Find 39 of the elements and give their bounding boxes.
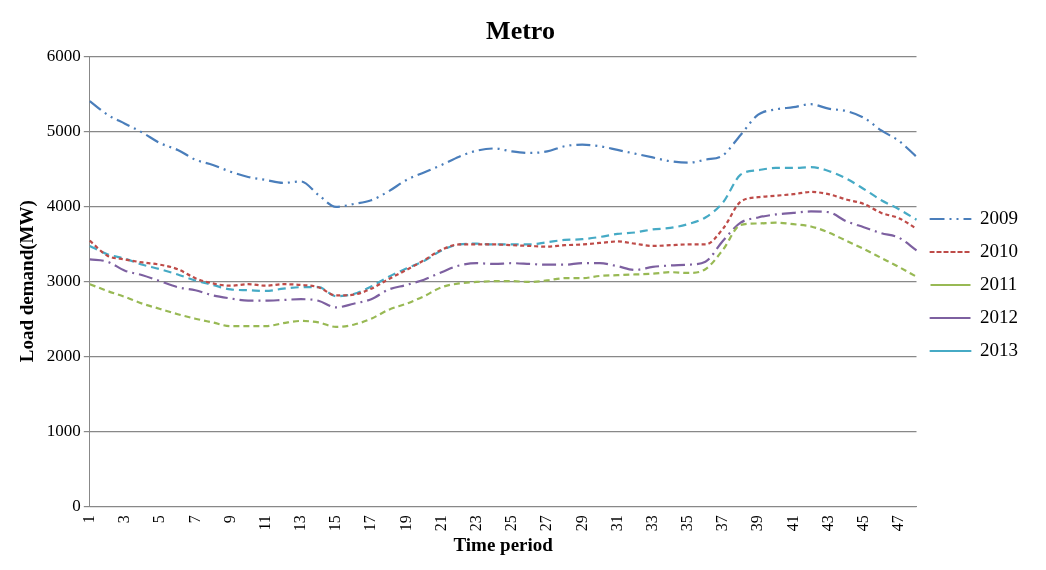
x-tick-label: 47 xyxy=(889,515,907,532)
x-tick-label: 13 xyxy=(291,515,309,532)
x-tick-label: 3 xyxy=(115,515,133,524)
x-tick-label: 39 xyxy=(748,515,766,532)
chart-title: Metro xyxy=(486,16,555,46)
legend-label: 2009 xyxy=(980,206,1018,228)
legend-label: 2010 xyxy=(980,239,1018,261)
legend-label: 2012 xyxy=(980,305,1018,327)
x-tick-label: 45 xyxy=(853,515,871,532)
x-tick-label: 31 xyxy=(607,515,625,532)
legend-label: 2011 xyxy=(980,272,1018,294)
x-tick-label: 35 xyxy=(678,515,696,532)
x-tick-label: 25 xyxy=(502,515,520,532)
y-axis-title: Load demand(MW) xyxy=(16,200,39,363)
y-tick-label: 1000 xyxy=(46,420,81,440)
x-tick-label: 23 xyxy=(466,515,484,532)
x-tick-label: 15 xyxy=(326,515,344,532)
y-tick-label: 0 xyxy=(72,495,81,515)
x-tick-label: 43 xyxy=(818,515,836,532)
x-tick-label: 37 xyxy=(713,515,731,532)
y-tick-label: 6000 xyxy=(46,45,81,65)
y-tick-label: 4000 xyxy=(46,195,81,215)
x-tick-label: 27 xyxy=(537,515,555,532)
x-tick-label: 19 xyxy=(396,515,414,532)
x-tick-label: 33 xyxy=(642,515,660,532)
y-tick-label: 2000 xyxy=(46,345,81,365)
x-axis-title: Time period xyxy=(453,533,554,555)
x-tick-label: 7 xyxy=(185,515,203,524)
x-tick-label: 1 xyxy=(80,515,97,524)
legend-label: 2013 xyxy=(980,338,1018,360)
y-tick-label: 3000 xyxy=(46,270,81,290)
y-tick-label: 5000 xyxy=(46,120,81,140)
x-tick-label: 41 xyxy=(783,515,801,532)
x-tick-label: 17 xyxy=(361,515,379,532)
x-tick-label: 29 xyxy=(572,515,590,532)
x-tick-label: 11 xyxy=(255,515,273,531)
x-tick-label: 9 xyxy=(220,515,238,524)
x-tick-label: 5 xyxy=(150,515,168,524)
x-tick-label: 21 xyxy=(431,515,449,532)
